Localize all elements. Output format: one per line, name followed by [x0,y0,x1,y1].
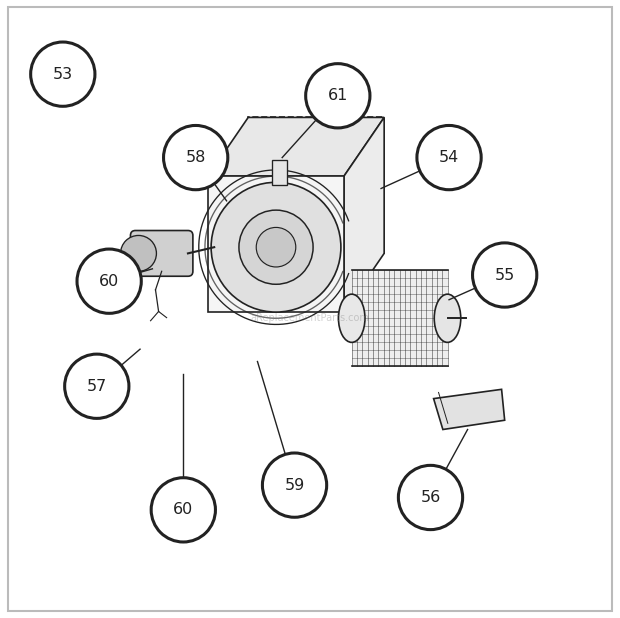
Circle shape [151,478,215,542]
Polygon shape [208,117,384,176]
Circle shape [120,235,156,271]
Circle shape [256,227,296,267]
Circle shape [30,42,95,106]
FancyBboxPatch shape [9,7,611,611]
Text: 59: 59 [285,478,304,493]
Text: 54: 54 [439,150,459,165]
FancyBboxPatch shape [272,160,286,185]
Circle shape [211,182,341,312]
Circle shape [64,354,129,418]
Circle shape [239,210,313,284]
Circle shape [472,243,537,307]
Circle shape [306,64,370,128]
Circle shape [164,125,228,190]
Text: 60: 60 [99,274,119,289]
Text: 61: 61 [327,88,348,103]
Polygon shape [352,270,448,366]
Text: 53: 53 [53,67,73,82]
Text: 56: 56 [420,490,441,505]
Text: 55: 55 [495,268,515,282]
Polygon shape [433,389,505,430]
Circle shape [77,249,141,313]
Polygon shape [344,117,384,312]
Polygon shape [248,117,384,253]
Text: 60: 60 [173,502,193,517]
Text: 58: 58 [185,150,206,165]
Text: aReplacementParts.com: aReplacementParts.com [250,313,370,323]
Circle shape [262,453,327,517]
Ellipse shape [339,294,365,342]
Text: 57: 57 [87,379,107,394]
Ellipse shape [434,294,461,342]
Circle shape [417,125,481,190]
Polygon shape [208,176,344,312]
Circle shape [399,465,463,530]
FancyBboxPatch shape [130,231,193,276]
